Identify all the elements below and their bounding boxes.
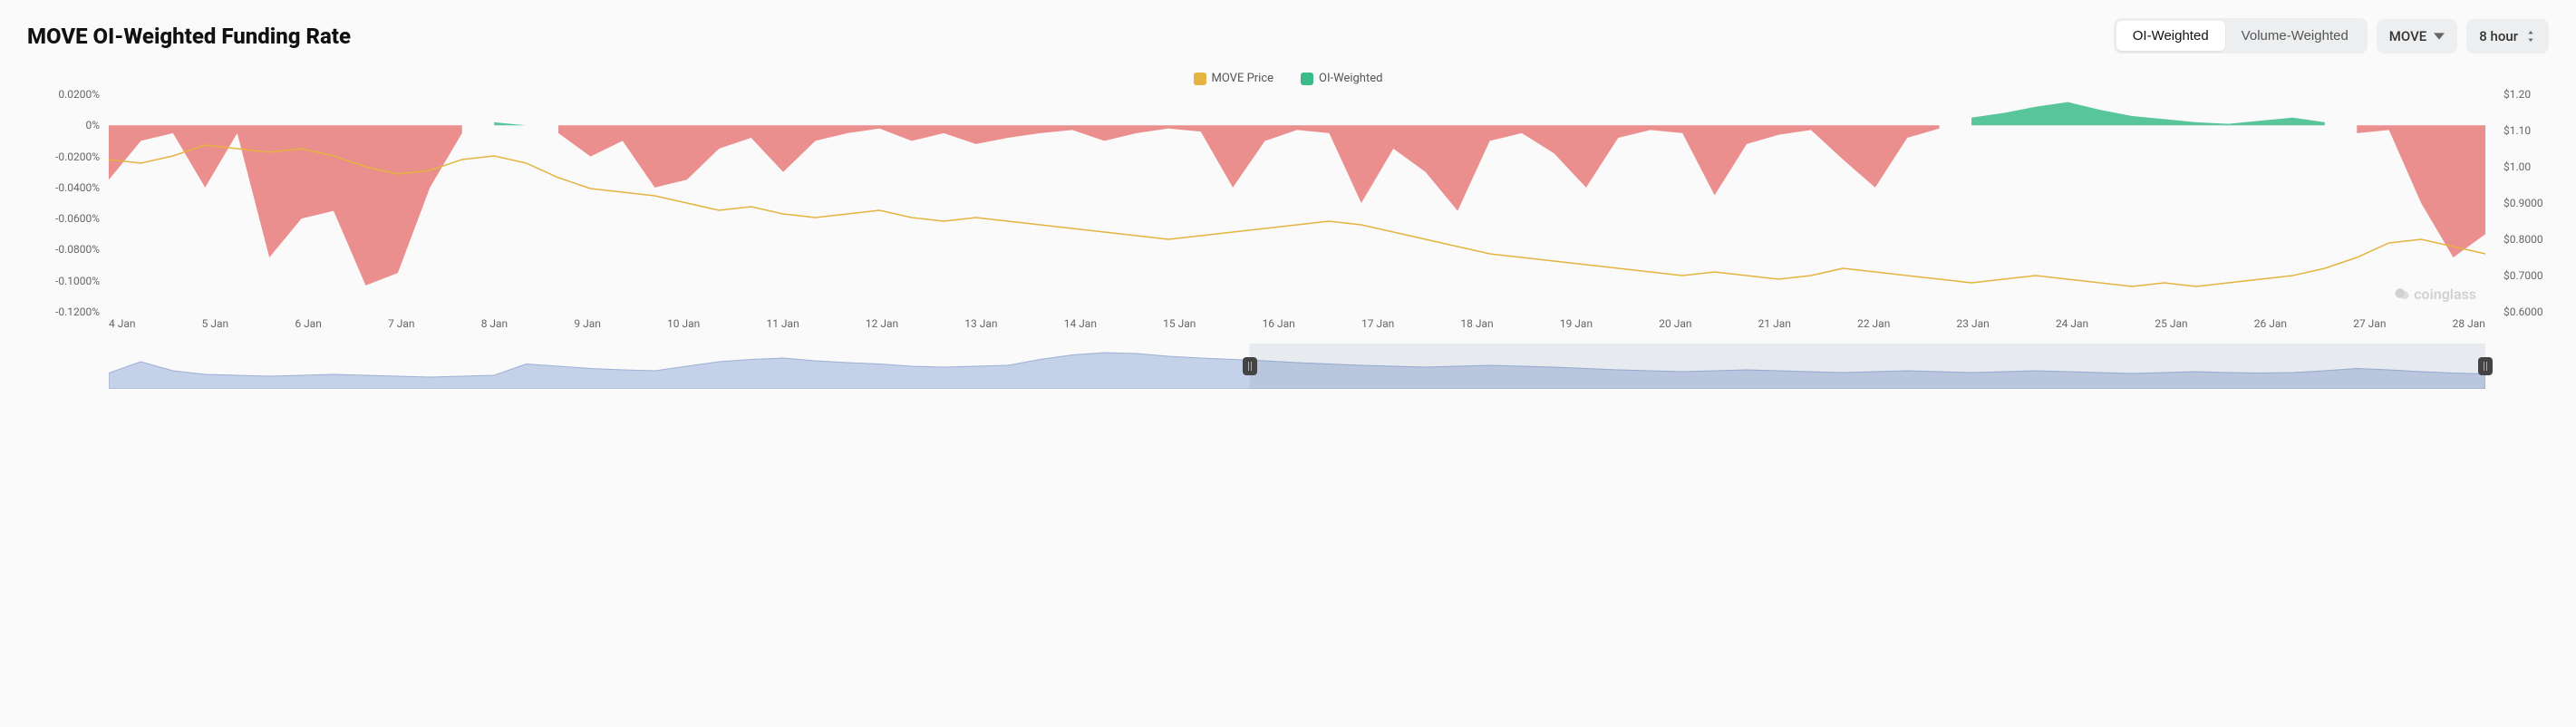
legend-label-rate: OI-Weighted xyxy=(1319,72,1382,85)
caret-down-icon xyxy=(2434,31,2445,42)
legend-item-price[interactable]: MOVE Price xyxy=(1194,72,1274,85)
interval-select[interactable]: 8 hour xyxy=(2466,19,2549,53)
plot-area[interactable] xyxy=(109,94,2485,312)
page-title: MOVE OI-Weighted Funding Rate xyxy=(27,24,351,49)
legend-swatch-rate xyxy=(1301,73,1313,85)
symbol-select-value: MOVE xyxy=(2389,28,2426,44)
watermark: coinglass xyxy=(2394,286,2476,303)
x-axis: 4 Jan5 Jan6 Jan7 Jan8 Jan9 Jan10 Jan11 J… xyxy=(109,317,2485,330)
main-chart: 0.0200%0%-0.0200%-0.0400%-0.0600%-0.0800… xyxy=(27,94,2549,330)
symbol-select[interactable]: MOVE xyxy=(2377,19,2457,53)
sort-icon xyxy=(2525,31,2536,42)
controls-group: OI-Weighted Volume-Weighted MOVE 8 hour xyxy=(2114,18,2549,53)
chart-legend: MOVE Price OI-Weighted xyxy=(27,72,2549,85)
y-axis-left: 0.0200%0%-0.0200%-0.0400%-0.0600%-0.0800… xyxy=(27,94,100,312)
tab-oi-weighted[interactable]: OI-Weighted xyxy=(2116,21,2225,51)
legend-label-price: MOVE Price xyxy=(1212,72,1274,85)
weighting-toggle: OI-Weighted Volume-Weighted xyxy=(2114,18,2368,53)
y-axis-right: $1.20$1.10$1.00$0.9000$0.8000$0.7000$0.6… xyxy=(2494,94,2549,312)
brush-handle-right[interactable] xyxy=(2478,357,2493,375)
interval-select-value: 8 hour xyxy=(2479,28,2518,44)
brush-navigator[interactable] xyxy=(109,344,2485,389)
brush-handle-left[interactable] xyxy=(1243,357,1257,375)
tab-volume-weighted[interactable]: Volume-Weighted xyxy=(2225,21,2365,51)
chart-container: 0.0200%0%-0.0200%-0.0400%-0.0600%-0.0800… xyxy=(27,94,2549,389)
watermark-icon xyxy=(2394,286,2410,303)
legend-swatch-price xyxy=(1194,73,1206,85)
legend-item-rate[interactable]: OI-Weighted xyxy=(1301,72,1382,85)
